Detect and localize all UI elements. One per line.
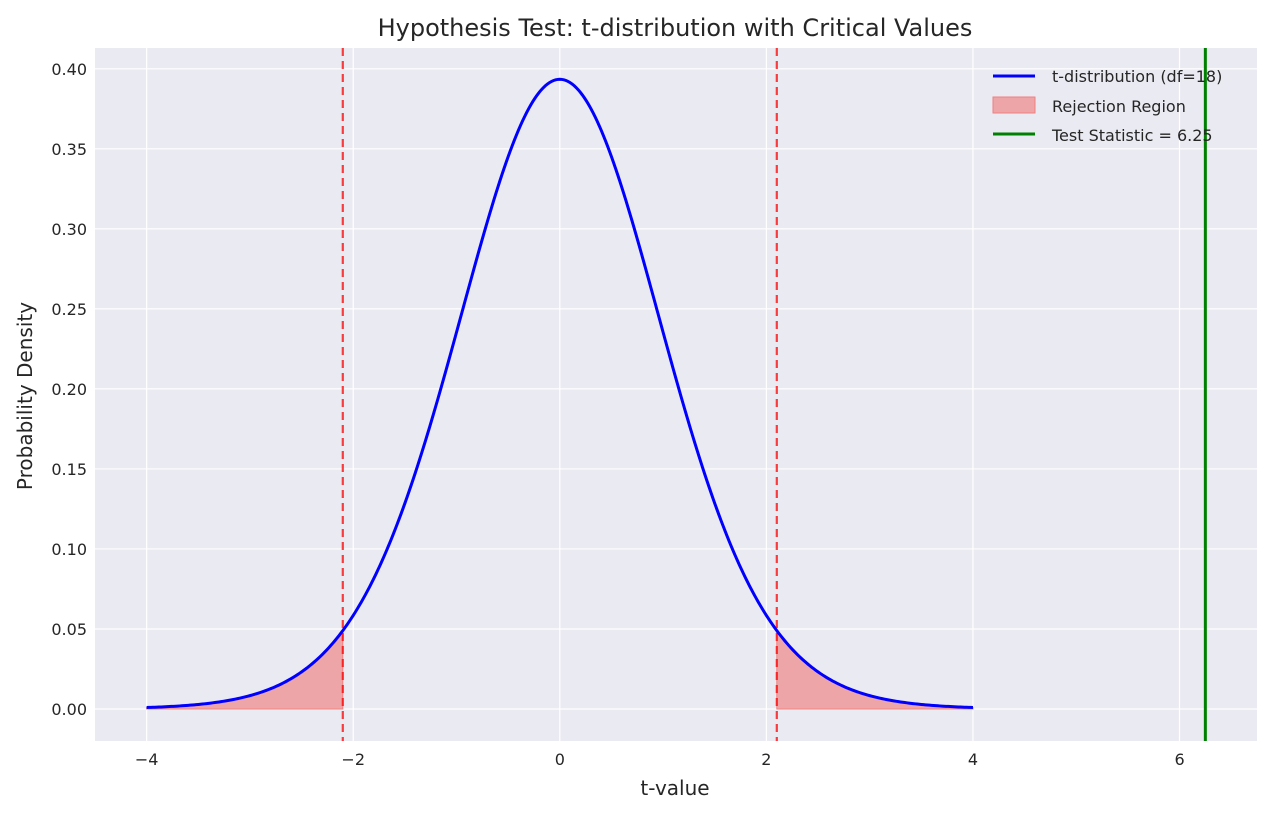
legend: t-distribution (df=18) Rejection Region … (992, 67, 1222, 145)
x-tick-label: 4 (968, 750, 978, 769)
x-axis-ticks: −4 −2 0 2 4 6 (135, 750, 1185, 769)
critical-lines (341, 48, 778, 741)
y-tick-label: 0.25 (51, 300, 87, 319)
x-tick-label: −2 (341, 750, 365, 769)
y-tick-label: 0.10 (51, 540, 87, 559)
y-tick-label: 0.40 (51, 60, 87, 79)
plot-background (95, 48, 1257, 741)
grid (95, 48, 1257, 741)
chart-title: Hypothesis Test: t-distribution with Cri… (378, 14, 973, 42)
y-tick-label: 0.20 (51, 380, 87, 399)
y-tick-label: 0.00 (51, 700, 87, 719)
y-tick-label: 0.05 (51, 620, 87, 639)
legend-label-t-distribution: t-distribution (df=18) (1052, 67, 1222, 86)
y-axis-ticks: 0.00 0.05 0.10 0.15 0.20 0.25 0.30 0.35 0.40 (51, 60, 87, 719)
legend-label-test-statistic: Test Statistic = 6.25 (1051, 126, 1213, 145)
x-tick-label: 0 (555, 750, 565, 769)
y-tick-label: 0.15 (51, 460, 87, 479)
x-tick-label: 6 (1174, 750, 1184, 769)
x-tick-label: 2 (761, 750, 771, 769)
y-tick-label: 0.30 (51, 220, 87, 239)
x-tick-label: −4 (135, 750, 159, 769)
legend-label-rejection-region: Rejection Region (1052, 97, 1186, 116)
y-axis-label: Probability Density (13, 302, 37, 490)
legend-swatch-rejection-region (992, 96, 1036, 114)
x-axis-label: t-value (640, 776, 709, 800)
y-tick-label: 0.35 (51, 140, 87, 159)
t-distribution-curve (146, 77, 974, 709)
